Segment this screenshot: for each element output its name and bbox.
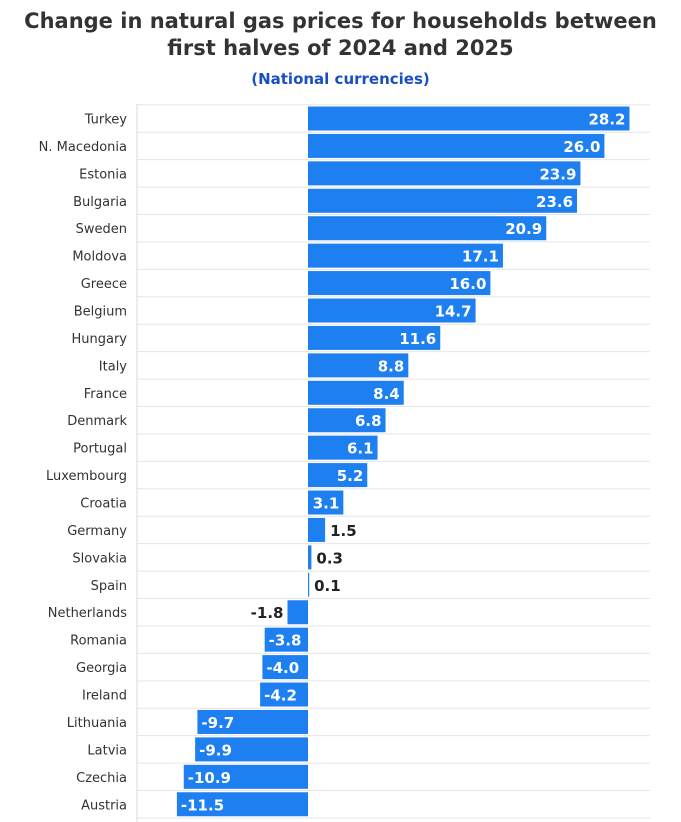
category-label: Latvia bbox=[87, 743, 127, 758]
data-label: 23.6 bbox=[536, 193, 573, 211]
category-label: Lithuania bbox=[67, 716, 127, 731]
bar bbox=[308, 408, 386, 433]
data-label: 23.9 bbox=[539, 165, 576, 183]
category-label: Denmark bbox=[67, 414, 127, 429]
bar bbox=[308, 572, 310, 597]
category-label: Moldova bbox=[72, 250, 127, 265]
bar bbox=[308, 133, 605, 158]
data-label: 14.7 bbox=[435, 303, 472, 321]
data-label: 6.1 bbox=[347, 440, 374, 458]
bar bbox=[308, 188, 578, 213]
category-label: Germany bbox=[67, 524, 127, 539]
category-label: France bbox=[84, 387, 127, 402]
bar bbox=[183, 764, 308, 789]
bar bbox=[308, 435, 378, 460]
bar bbox=[308, 463, 368, 488]
data-label: 26.0 bbox=[563, 138, 600, 156]
bar bbox=[308, 325, 441, 350]
bar bbox=[262, 655, 308, 680]
bar bbox=[197, 709, 308, 734]
chart-title-line-2: first halves of 2024 and 2025 bbox=[167, 36, 514, 60]
bar bbox=[308, 353, 409, 378]
data-label: 8.8 bbox=[378, 357, 405, 375]
bar bbox=[287, 600, 308, 625]
bar bbox=[195, 737, 308, 762]
data-label: 1.5 bbox=[330, 522, 357, 540]
chart-title-line-1: Change in natural gas prices for househo… bbox=[24, 9, 657, 33]
category-label: Sweden bbox=[76, 222, 127, 237]
data-label: 6.8 bbox=[355, 412, 382, 430]
data-label: -10.9 bbox=[188, 769, 231, 787]
category-label: Greece bbox=[81, 277, 127, 292]
bar bbox=[260, 682, 308, 707]
category-label: Slovakia bbox=[72, 551, 127, 566]
category-label: Turkey bbox=[84, 113, 128, 128]
category-label: Portugal bbox=[73, 442, 127, 457]
category-label: Spain bbox=[91, 579, 127, 594]
category-label: Czechia bbox=[76, 771, 127, 786]
bar bbox=[264, 627, 308, 652]
category-label: Romania bbox=[70, 634, 127, 649]
category-label: Estonia bbox=[79, 167, 127, 182]
data-label: 28.2 bbox=[588, 111, 625, 129]
category-label: Netherlands bbox=[48, 606, 127, 621]
category-label: Austria bbox=[81, 798, 127, 813]
bar bbox=[308, 545, 312, 570]
category-label: Georgia bbox=[76, 661, 127, 676]
category-label: N. Macedonia bbox=[39, 140, 127, 155]
data-label: 8.4 bbox=[373, 385, 400, 403]
data-label: 0.1 bbox=[314, 577, 341, 595]
data-label: 20.9 bbox=[505, 220, 542, 238]
chart-subtitle: (National currencies) bbox=[251, 70, 430, 88]
category-label: Belgium bbox=[74, 305, 127, 320]
category-label: Croatia bbox=[80, 497, 127, 512]
category-label: Luxembourg bbox=[46, 469, 127, 484]
data-label: 16.0 bbox=[449, 275, 486, 293]
bar bbox=[308, 216, 547, 241]
chart-title: Change in natural gas prices for househo… bbox=[0, 8, 681, 62]
bar bbox=[308, 243, 503, 268]
data-label: 5.2 bbox=[337, 467, 364, 485]
data-label: 11.6 bbox=[399, 330, 436, 348]
category-label: Bulgaria bbox=[73, 195, 127, 210]
category-label: Hungary bbox=[71, 332, 127, 347]
bar bbox=[308, 517, 326, 542]
bar bbox=[308, 161, 581, 186]
bar bbox=[176, 792, 308, 817]
bar bbox=[308, 298, 476, 323]
data-label: -4.0 bbox=[266, 659, 299, 677]
data-label: -11.5 bbox=[181, 796, 224, 814]
data-label: -9.9 bbox=[199, 741, 232, 759]
data-label: 17.1 bbox=[462, 248, 499, 266]
data-label: -3.8 bbox=[269, 632, 302, 650]
data-label: 3.1 bbox=[313, 495, 340, 513]
bar bbox=[308, 490, 344, 515]
bar bbox=[308, 106, 630, 131]
category-label: Ireland bbox=[82, 689, 127, 704]
data-label: -4.2 bbox=[264, 687, 297, 705]
data-label: -1.8 bbox=[251, 604, 284, 622]
bar bbox=[308, 380, 404, 405]
data-label: 0.3 bbox=[316, 549, 343, 567]
data-label: -9.7 bbox=[201, 714, 234, 732]
bar bbox=[308, 271, 491, 296]
category-label: Italy bbox=[99, 359, 128, 374]
